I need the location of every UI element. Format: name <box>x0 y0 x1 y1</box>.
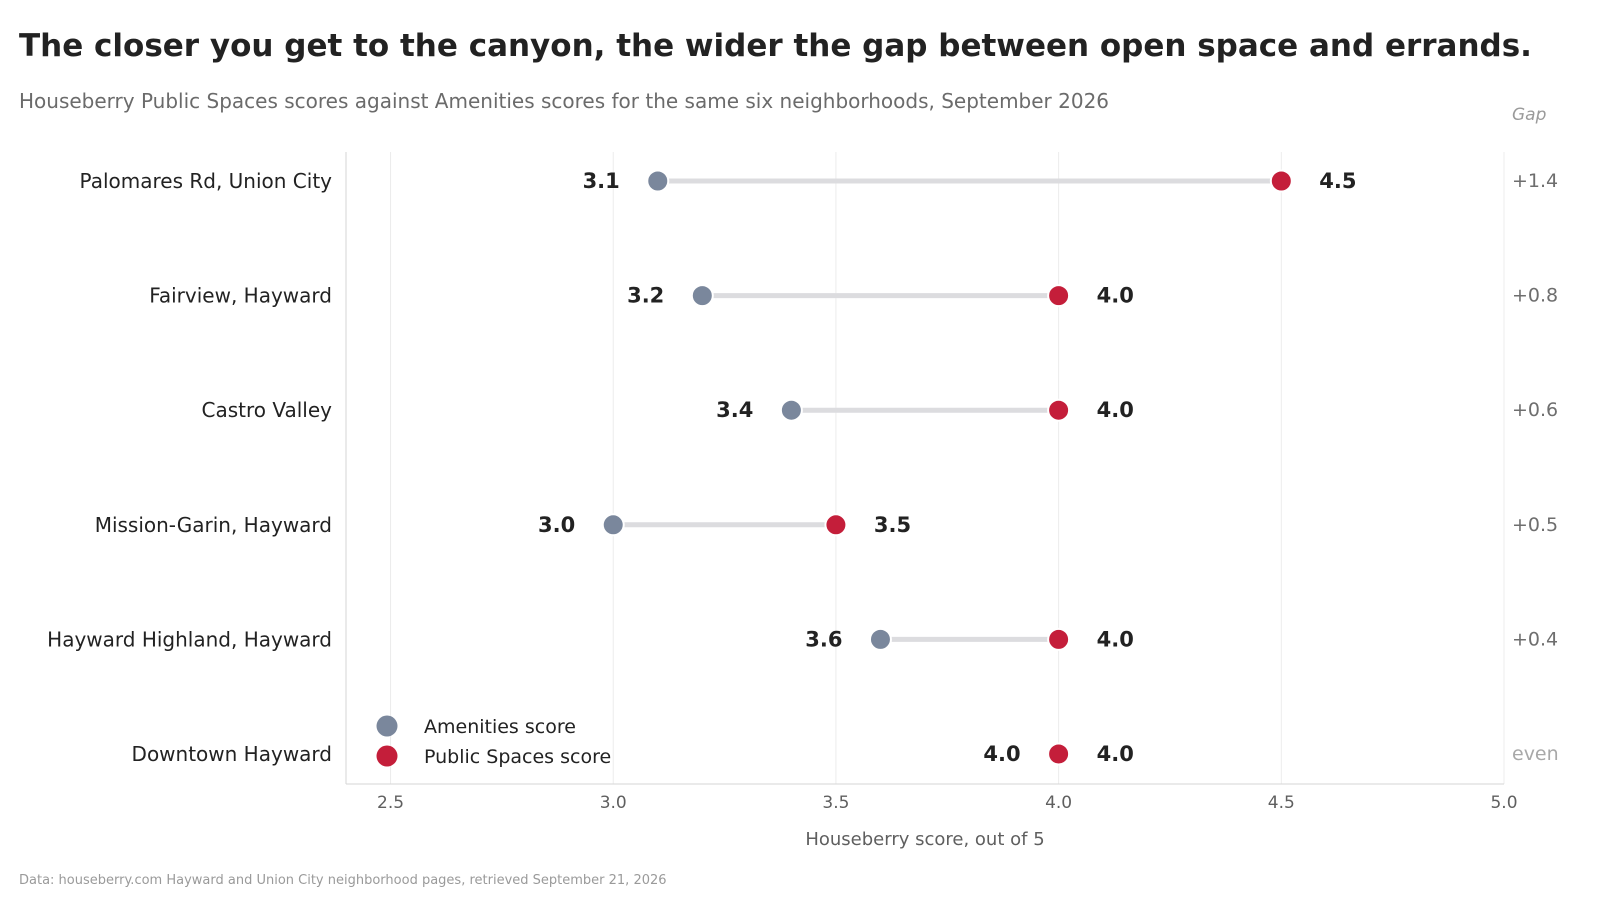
row-label: Downtown Hayward <box>132 742 332 766</box>
amenities-dot <box>690 284 714 308</box>
row-label: Fairview, Hayward <box>149 284 332 308</box>
x-tick-label: 3.5 <box>822 793 849 813</box>
public-spaces-value-label: 4.0 <box>1097 284 1134 308</box>
public-spaces-value-label: 4.0 <box>1097 742 1134 766</box>
amenities-dot <box>868 627 892 651</box>
public-spaces-dot <box>1047 742 1071 766</box>
x-tick-label: 4.0 <box>1045 793 1072 813</box>
x-axis-label: Houseberry score, out of 5 <box>805 829 1044 850</box>
gap-value: +0.4 <box>1512 628 1558 650</box>
source-note: Data: houseberry.com Hayward and Union C… <box>19 873 667 888</box>
legend-public-spaces-label: Public Spaces score <box>424 746 611 768</box>
amenities-value-label: 3.6 <box>805 627 842 651</box>
legend-public-spaces-marker <box>376 745 398 767</box>
x-tick-label: 4.5 <box>1268 793 1295 813</box>
amenities-value-label: 3.4 <box>716 398 753 422</box>
chart-title: The closer you get to the canyon, the wi… <box>19 28 1532 64</box>
row-label: Mission-Garin, Hayward <box>95 513 332 537</box>
legend-amenities-marker <box>376 715 398 737</box>
gap-value: +0.5 <box>1512 514 1558 536</box>
amenities-dot <box>779 398 803 422</box>
gap-column-header: Gap <box>1512 105 1547 125</box>
x-tick-label: 5.0 <box>1490 793 1517 813</box>
public-spaces-dot <box>1269 169 1293 193</box>
public-spaces-dot <box>1047 398 1071 422</box>
row-label: Hayward Highland, Hayward <box>47 627 332 651</box>
public-spaces-value-label: 4.0 <box>1097 627 1134 651</box>
public-spaces-value-label: 3.5 <box>874 513 911 537</box>
row-label: Palomares Rd, Union City <box>80 169 333 193</box>
public-spaces-value-label: 4.0 <box>1097 398 1134 422</box>
amenities-value-label: 3.1 <box>583 169 620 193</box>
chart-subtitle: Houseberry Public Spaces scores against … <box>19 89 1110 113</box>
gap-value: even <box>1512 743 1559 765</box>
public-spaces-dot <box>1047 627 1071 651</box>
gap-value: +1.4 <box>1512 170 1558 192</box>
row-label: Castro Valley <box>202 398 333 422</box>
gap-value: +0.8 <box>1512 285 1558 307</box>
amenities-dot <box>646 169 670 193</box>
public-spaces-value-label: 4.5 <box>1319 169 1356 193</box>
x-tick-label: 3.0 <box>600 793 627 813</box>
amenities-dot <box>601 513 625 537</box>
amenities-value-label: 4.0 <box>983 742 1020 766</box>
legend-amenities-label: Amenities score <box>424 716 576 738</box>
amenities-value-label: 3.2 <box>627 284 664 308</box>
x-tick-label: 2.5 <box>377 793 404 813</box>
public-spaces-dot <box>1047 284 1071 308</box>
public-spaces-dot <box>824 513 848 537</box>
amenities-value-label: 3.0 <box>538 513 575 537</box>
gap-value: +0.6 <box>1512 399 1558 421</box>
